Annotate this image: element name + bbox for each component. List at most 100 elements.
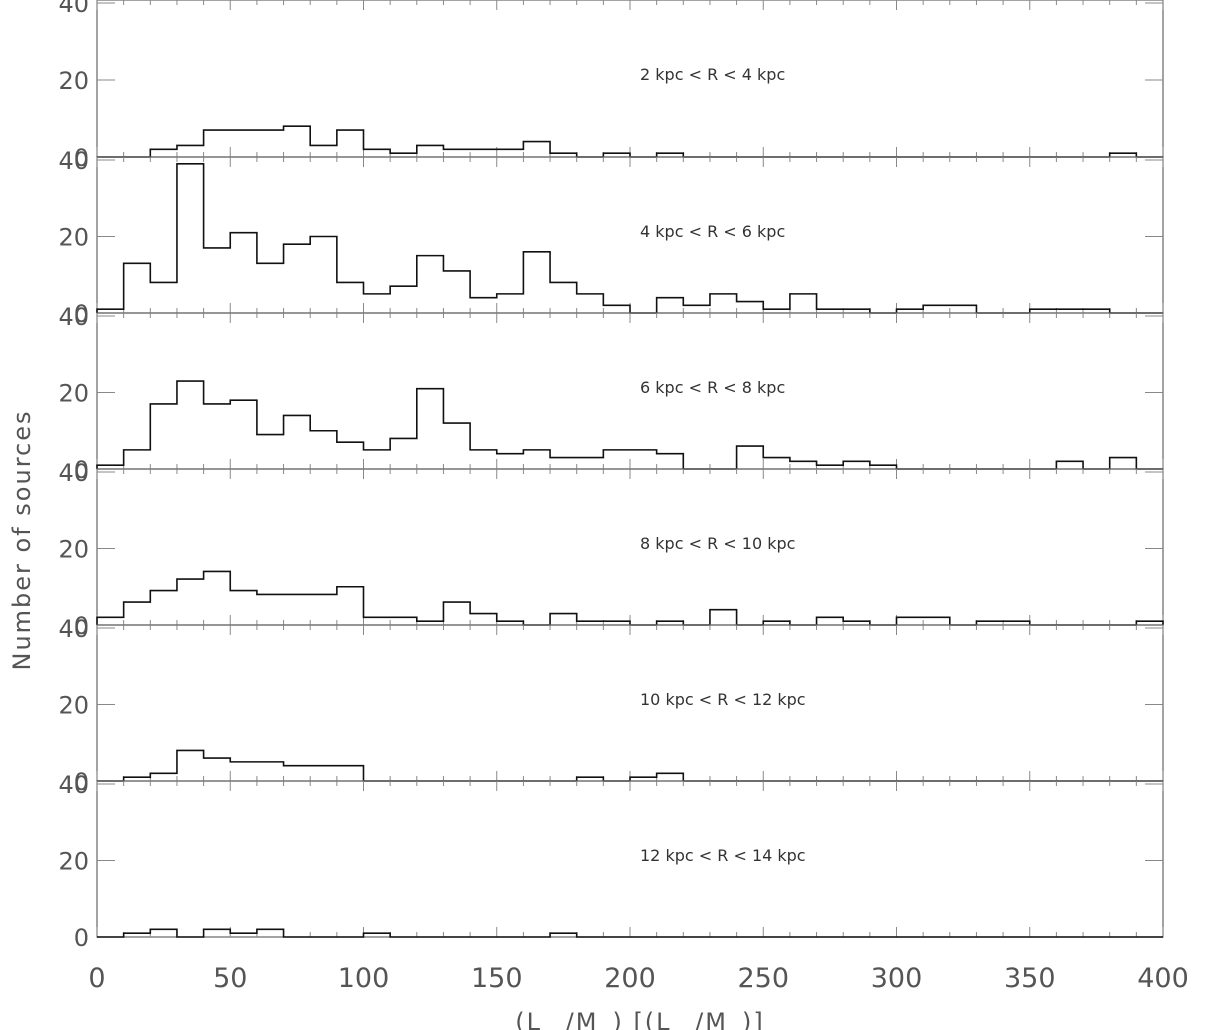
y-tick-label: 20: [58, 380, 89, 408]
histogram-bar: [417, 145, 444, 157]
panel-frame: [96, 0, 1164, 158]
histogram-bar: [657, 773, 684, 781]
histogram-bar: [417, 256, 444, 313]
histogram-steps: [96, 380, 1163, 470]
histogram-bar: [550, 282, 577, 313]
histogram-bar: [257, 929, 284, 937]
histogram-bar: [284, 126, 311, 157]
x-tick-label: 350: [1004, 963, 1056, 994]
histogram-bar: [630, 450, 657, 469]
histogram-bar: [603, 450, 630, 469]
histogram-bar: [204, 758, 231, 781]
histogram-bar: [1056, 461, 1083, 469]
histogram-bar: [950, 305, 977, 313]
histogram-bar: [443, 423, 470, 469]
histogram-bar: [523, 142, 550, 157]
y-tick-label: 0: [74, 924, 89, 952]
panel-6: 0 20 40 12 kpc < R < 14 kpc: [58, 771, 1164, 952]
panel-label: 2 kpc < R < 4 kpc: [640, 65, 785, 84]
x-tick-label: 300: [871, 963, 923, 994]
histogram-steps: [96, 163, 1163, 314]
histogram-bar: [710, 294, 737, 313]
y-tick-label: 20: [58, 224, 89, 252]
histogram-bar: [257, 263, 284, 313]
panel-frame: [96, 312, 1164, 470]
histogram-bar: [923, 617, 950, 625]
histogram-bar: [497, 454, 524, 469]
x-tick-label: 50: [213, 963, 247, 994]
histogram-bar: [497, 294, 524, 313]
histogram-bar: [843, 461, 870, 469]
histogram-bar: [97, 617, 124, 625]
histogram-bar: [150, 149, 177, 157]
histogram-bar: [1110, 458, 1137, 469]
x-tick-label: 100: [338, 963, 390, 994]
histogram-bar: [523, 252, 550, 313]
histogram-bar: [284, 415, 311, 469]
histogram-bar: [337, 130, 364, 157]
histogram-bar: [230, 400, 257, 469]
histogram-bar: [310, 237, 337, 314]
histogram-bar: [417, 389, 444, 469]
panel-1: 0 20 40 2 kpc < R < 4 kpc: [58, 0, 1164, 172]
histogram-bar: [737, 302, 764, 313]
y-tick-label: 20: [58, 692, 89, 720]
x-axis-title: (L_ /M_) [(L_ /M_)]: [515, 1008, 764, 1030]
histogram-bar: [364, 294, 391, 313]
panel-frame: [96, 624, 1164, 782]
histogram-bar: [124, 450, 151, 469]
histogram-bar: [657, 298, 684, 313]
histogram-bar: [204, 929, 231, 937]
y-axis-title: Number of sources: [8, 409, 36, 670]
histogram-bar: [657, 454, 684, 469]
histogram-bar: [497, 149, 524, 157]
histogram-bar: [603, 305, 630, 313]
panel-frame: [96, 468, 1164, 626]
histogram-bar: [523, 450, 550, 469]
histogram-bar: [443, 149, 470, 157]
histogram-bar: [337, 587, 364, 625]
histogram-bar: [204, 130, 231, 157]
histogram-bar: [204, 571, 231, 625]
histogram-bar: [150, 404, 177, 469]
histogram-steps: [97, 928, 1163, 938]
y-tick-label: 20: [58, 848, 89, 876]
x-tick-label: 150: [471, 963, 523, 994]
panel-label: 4 kpc < R < 6 kpc: [640, 222, 785, 241]
x-tick-label: 250: [737, 963, 789, 994]
histogram-bar: [257, 762, 284, 781]
histogram-bar: [124, 263, 151, 313]
y-tick-label: 0: [74, 144, 89, 172]
panel-5: 0 20 40 10 kpc < R < 12 kpc: [58, 615, 1164, 796]
histogram-bar: [390, 438, 417, 469]
histogram-bar: [177, 381, 204, 469]
y-tick-label: 40: [58, 459, 89, 487]
histogram-bar: [310, 431, 337, 469]
y-tick-label: 0: [74, 456, 89, 484]
histogram-bar: [550, 614, 577, 625]
x-axis: 0 50 100 150 200 250 300 350 400: [88, 963, 1188, 994]
histogram-bar: [710, 610, 737, 625]
histogram-bar: [257, 594, 284, 625]
histogram-bar: [390, 286, 417, 313]
histogram-bar: [337, 766, 364, 781]
histogram-bar: [150, 929, 177, 937]
histogram-bar: [923, 305, 950, 313]
histogram-bar: [443, 602, 470, 625]
histogram-bar: [337, 442, 364, 469]
y-tick-label: 0: [74, 300, 89, 328]
histogram-bar: [443, 271, 470, 313]
panel-label: 12 kpc < R < 14 kpc: [640, 846, 806, 865]
histogram-bar: [150, 591, 177, 625]
histogram-bar: [177, 579, 204, 625]
histogram-bar: [470, 450, 497, 469]
histogram-bar: [310, 594, 337, 625]
panel-label: 6 kpc < R < 8 kpc: [640, 378, 785, 397]
panel-frame: [96, 780, 1164, 938]
histogram-bar: [763, 458, 790, 469]
histogram-bar: [310, 145, 337, 157]
histogram-bar: [550, 458, 577, 469]
histogram-bar: [150, 282, 177, 313]
histogram-bar: [364, 617, 391, 625]
